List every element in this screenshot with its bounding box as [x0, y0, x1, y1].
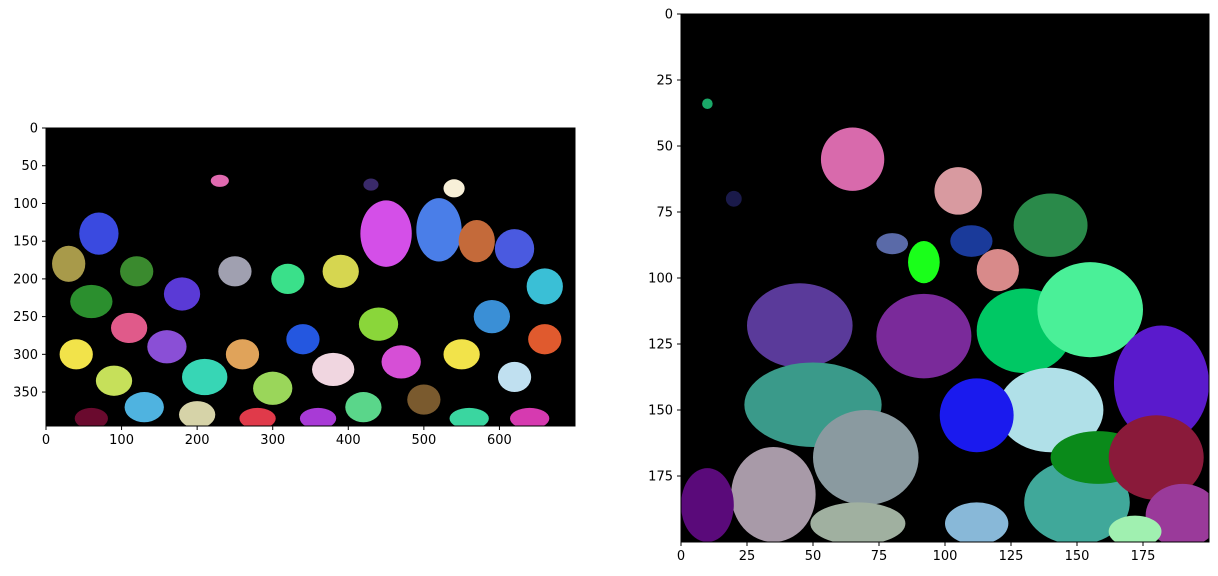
y-tick-label: 350	[13, 386, 38, 401]
x-tick-label: 100	[933, 549, 958, 564]
segment-region	[473, 300, 511, 334]
segment-region	[747, 283, 853, 368]
segment-region	[976, 248, 1019, 292]
segment-region	[945, 502, 1009, 542]
segment-region	[908, 241, 940, 284]
segment-region	[876, 233, 909, 255]
segment-region	[360, 200, 412, 267]
y-tick-label: 0	[665, 8, 673, 23]
segment-region	[147, 330, 187, 364]
segment-region	[179, 401, 216, 426]
x-tick-label: 75	[871, 549, 888, 564]
segment-region	[702, 98, 713, 110]
y-tick-label: 25	[656, 74, 673, 89]
segment-region	[731, 446, 816, 542]
x-tick-label: 200	[185, 433, 210, 448]
y-tick-label: 175	[648, 470, 673, 485]
x-tick-label: 0	[42, 433, 50, 448]
segment-region	[253, 371, 293, 405]
segment-region	[449, 407, 489, 426]
segment-region	[1108, 515, 1162, 542]
x-tick-label: 0	[677, 549, 685, 564]
segment-region	[95, 365, 133, 396]
segment-region	[225, 339, 260, 370]
segment-region	[1145, 483, 1209, 542]
y-tick-label: 50	[21, 159, 38, 174]
segment-region	[79, 212, 119, 255]
x-tick-label: 400	[336, 433, 361, 448]
y-tick-label: 100	[648, 272, 673, 287]
segment-region	[526, 268, 563, 305]
y-tick-label: 125	[648, 338, 673, 353]
segment-region	[120, 256, 154, 287]
segment-region	[510, 407, 550, 426]
segment-region	[286, 324, 320, 355]
segment-region	[312, 352, 355, 387]
segment-region	[52, 245, 86, 282]
x-tick-label: 175	[1131, 549, 1156, 564]
y-tick-label: 150	[13, 235, 38, 250]
segment-region	[74, 407, 108, 426]
y-tick-label: 75	[656, 206, 673, 221]
segment-region	[1113, 325, 1209, 442]
x-tick-label: 500	[411, 433, 436, 448]
segment-region	[443, 339, 480, 370]
segment-region	[416, 198, 462, 262]
segment-region	[725, 190, 742, 207]
y-tick-label: 200	[13, 272, 38, 287]
y-tick-label: 300	[13, 348, 38, 363]
segment-region	[218, 256, 252, 287]
x-tick-label: 50	[805, 549, 822, 564]
x-tick-label: 25	[739, 549, 756, 564]
left-heatmap-panel: 0 100 200 300 400 500 600 0 50 100 150 200 250 300 350	[13, 122, 576, 448]
segment-region	[820, 127, 885, 191]
x-tick-label: 125	[999, 549, 1024, 564]
segment-region	[70, 284, 113, 319]
segment-region	[876, 293, 972, 379]
segment-region	[358, 307, 399, 341]
segment-region	[681, 468, 734, 542]
right-heatmap-panel: 0 25 50 75 100 125 150 175 0 25 50 75 100 125 150 175	[648, 8, 1210, 564]
y-tick-label: 100	[13, 197, 38, 212]
segment-region	[997, 367, 1104, 453]
segment-region	[345, 392, 382, 423]
segment-region	[381, 345, 421, 379]
y-tick-label: 50	[656, 140, 673, 155]
segment-region	[939, 378, 1014, 453]
segment-region	[322, 254, 359, 288]
segment-region	[1013, 193, 1088, 257]
y-tick-label: 150	[648, 404, 673, 419]
segment-region	[810, 502, 906, 542]
segment-region	[182, 358, 228, 396]
segment-region	[110, 312, 148, 344]
segment-region	[59, 339, 93, 370]
segment-region	[443, 179, 465, 198]
segment-region	[299, 407, 337, 426]
x-tick-label: 100	[109, 433, 134, 448]
y-tick-label: 250	[13, 310, 38, 325]
segment-region	[239, 407, 276, 426]
x-tick-label: 600	[487, 433, 512, 448]
axes-frame	[45, 127, 576, 427]
segment-region	[528, 324, 562, 355]
segment-region	[363, 178, 379, 191]
segment-region	[210, 174, 229, 187]
segment-region	[494, 229, 535, 269]
x-tick-label: 150	[1065, 549, 1090, 564]
segment-region	[813, 410, 919, 506]
segment-region	[1037, 262, 1143, 358]
segment-region	[163, 277, 201, 311]
segment-region	[934, 167, 982, 215]
segment-region	[124, 392, 164, 423]
segment-region	[407, 384, 441, 415]
segment-region	[458, 220, 495, 263]
x-tick-label: 300	[260, 433, 285, 448]
segment-region	[271, 263, 305, 294]
segment-region	[1108, 415, 1204, 500]
y-tick-label: 0	[30, 122, 38, 137]
segment-region	[950, 225, 993, 257]
segment-region	[497, 361, 532, 393]
